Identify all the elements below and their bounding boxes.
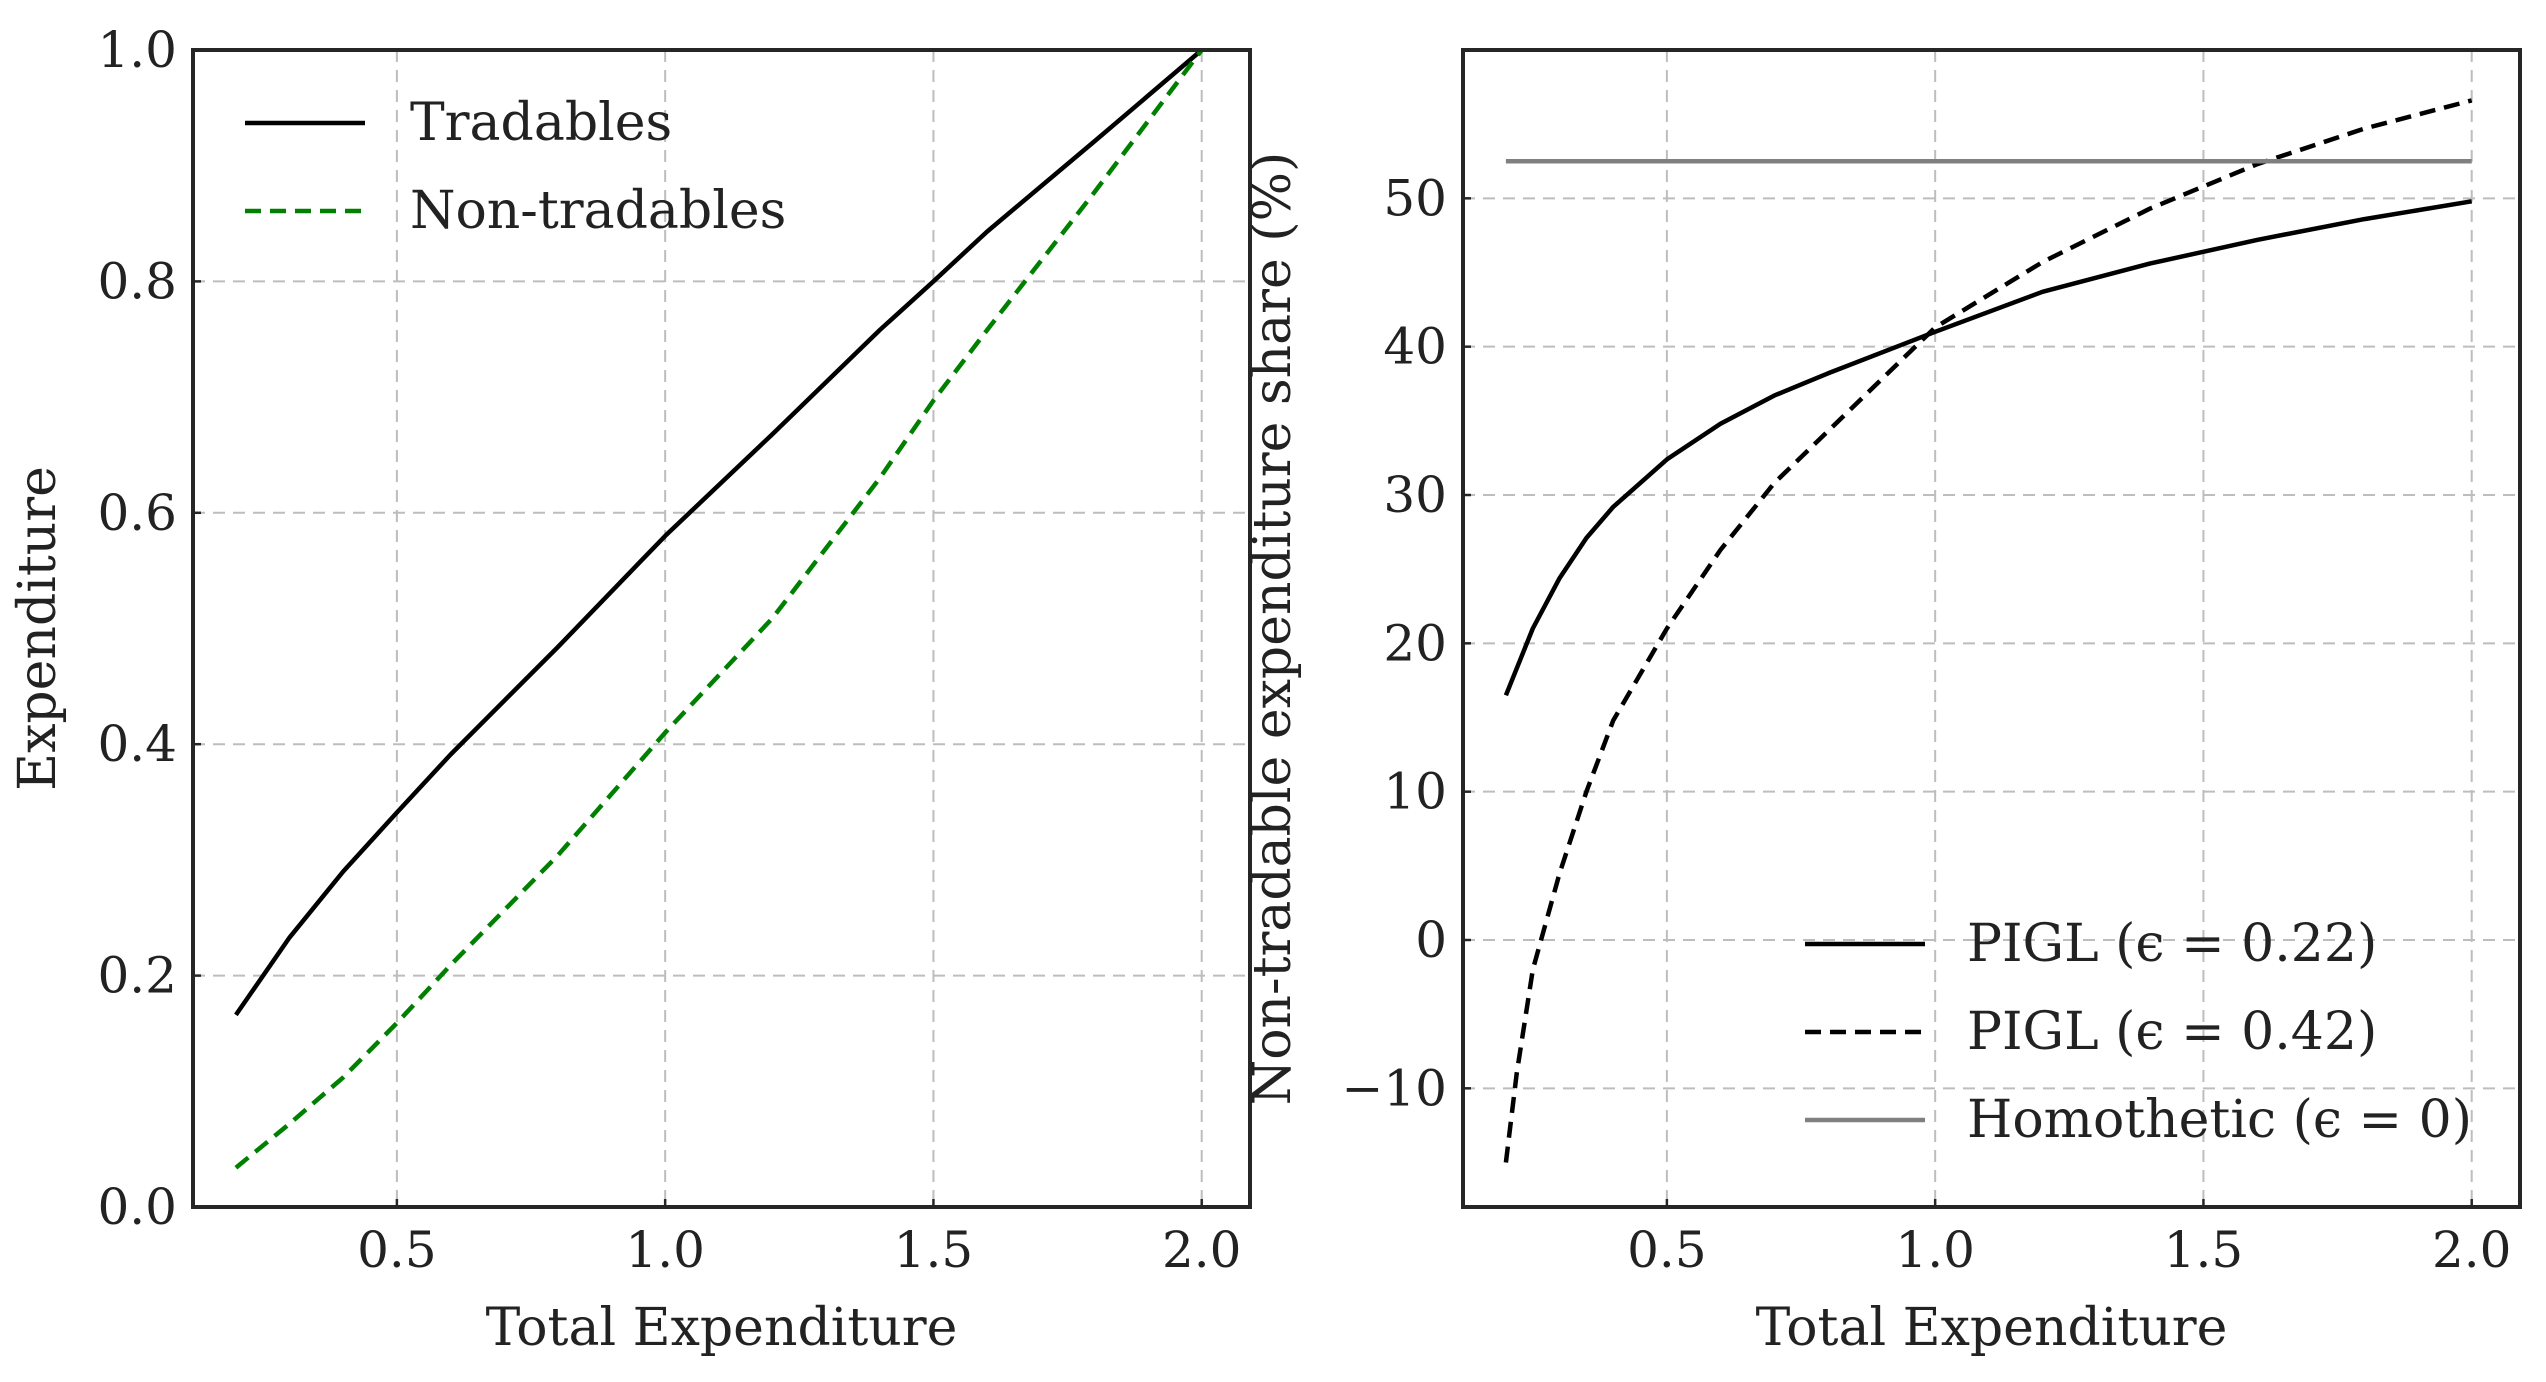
series-line-2-2: [1503, 98, 2473, 1163]
chart-panel-1: 0.5 1.0 1.5 2.0 0.0 0.2 0.4 0.6 0.8 1.0 Total Expe…: [8, 21, 1252, 1358]
y-tick-label: 40: [1383, 318, 1447, 376]
x-axis-title: Total Expenditure: [486, 1298, 958, 1358]
legend-label: Non-tradables: [410, 181, 786, 241]
series-line-1-1: [234, 48, 1204, 1017]
x-tick-label: 1.5: [2164, 1221, 2244, 1279]
legend: PIGL (ϵ = 0.22) PIGL (ϵ = 0.42) Homothetic…: [1805, 914, 2472, 1150]
y-tick-label: −10: [1341, 1059, 1447, 1117]
y-axis-title: Non-tradable expenditure share (%): [1243, 152, 1303, 1106]
y-tick-label: 20: [1383, 614, 1447, 672]
x-tick-label: 2.0: [2432, 1221, 2512, 1279]
x-tick-label: 0.5: [357, 1221, 437, 1279]
plot-frame: [191, 48, 1252, 1209]
y-axis-title: Expenditure: [8, 466, 68, 791]
x-tick-label: 1.0: [1895, 1221, 1975, 1279]
x-axis-title: Total Expenditure: [1756, 1298, 2228, 1358]
x-tick-label: 0.5: [1627, 1221, 1707, 1279]
series-line-2-1: [1503, 199, 2473, 697]
series-line-1-2: [234, 48, 1204, 1170]
y-tick-label: 0.0: [97, 1178, 177, 1236]
x-tick-label: 1.0: [625, 1221, 705, 1279]
y-tick-label: 0.8: [97, 252, 177, 310]
y-tick-label: 10: [1383, 763, 1447, 821]
chart-panel-2: 0.5 1.0 1.5 2.0 −10 0 10 20 30 40 50 Total Expendit…: [1243, 48, 2522, 1358]
y-tick-label: 1.0: [97, 21, 177, 79]
y-tick-label: 30: [1383, 466, 1447, 524]
y-tick-label: 0.6: [97, 484, 177, 542]
legend-label: Homothetic (ϵ = 0): [1967, 1090, 2472, 1150]
y-tick-label: 0.4: [97, 715, 177, 773]
x-tick-label: 2.0: [1162, 1221, 1242, 1279]
y-tick-label: 50: [1383, 169, 1447, 227]
legend-label: Tradables: [410, 93, 672, 153]
legend-label: PIGL (ϵ = 0.22): [1967, 914, 2377, 974]
legend-label: PIGL (ϵ = 0.42): [1967, 1002, 2377, 1062]
plot-frame: [1461, 48, 2522, 1209]
legend: Tradables Non-tradables: [245, 93, 786, 241]
x-tick-label: 1.5: [894, 1221, 974, 1279]
y-tick-label: 0: [1415, 911, 1447, 969]
y-tick-label: 0.2: [97, 947, 177, 1005]
